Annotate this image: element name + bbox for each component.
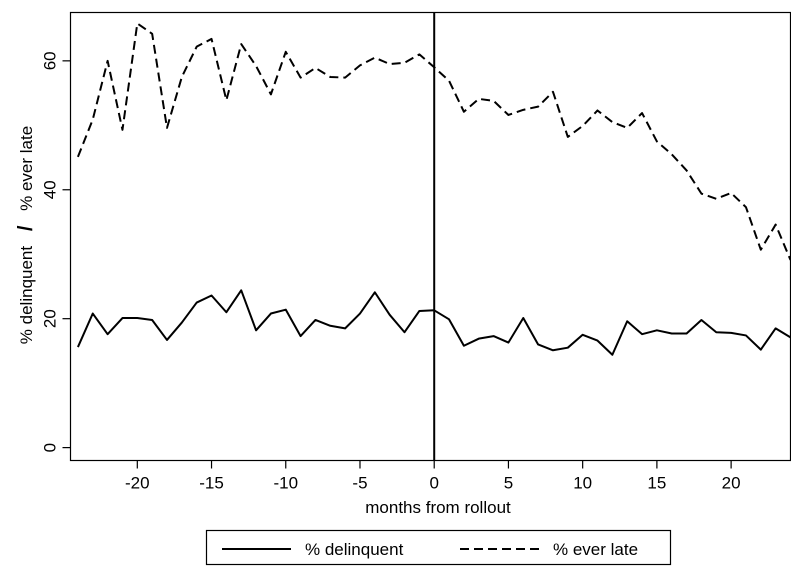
x-tick-label: 20 [722, 474, 741, 493]
legend: % delinquent % ever late [205, 529, 672, 566]
x-tick-label: 0 [429, 474, 438, 493]
series-layer [76, 22, 791, 356]
x-axis: -20 -15 -10 -5 0 5 10 15 20 [125, 460, 741, 493]
x-tick-label: -10 [273, 474, 298, 493]
x-tick-label: 15 [647, 474, 666, 493]
y-axis-label-ever-late: % ever late [17, 126, 36, 211]
y-tick-label: 0 [41, 443, 60, 452]
y-tick-label: 40 [41, 180, 60, 199]
y-tick-label: 20 [41, 309, 60, 328]
y-tick-label: 60 [41, 51, 60, 70]
y-axis-label-text: % delinquent / % ever late [15, 126, 37, 344]
y-axis-label-delinquent: % delinquent [17, 246, 36, 345]
y-axis: 0 20 40 60 [41, 51, 71, 452]
legend-label-ever-late: % ever late [553, 540, 638, 559]
y-axis-label: % delinquent / % ever late [15, 126, 37, 344]
x-tick-label: 10 [573, 474, 592, 493]
y-axis-label-separator: / [15, 225, 37, 231]
x-tick-label: -20 [125, 474, 150, 493]
x-axis-label: months from rollout [365, 498, 511, 517]
series-line-ever-late [76, 22, 791, 261]
x-tick-label: -5 [352, 474, 367, 493]
x-tick-label: 5 [504, 474, 513, 493]
legend-box [205, 529, 672, 566]
series-line-delinquent [77, 289, 791, 356]
legend-label-delinquent: % delinquent [305, 540, 404, 559]
x-tick-label: -15 [199, 474, 224, 493]
